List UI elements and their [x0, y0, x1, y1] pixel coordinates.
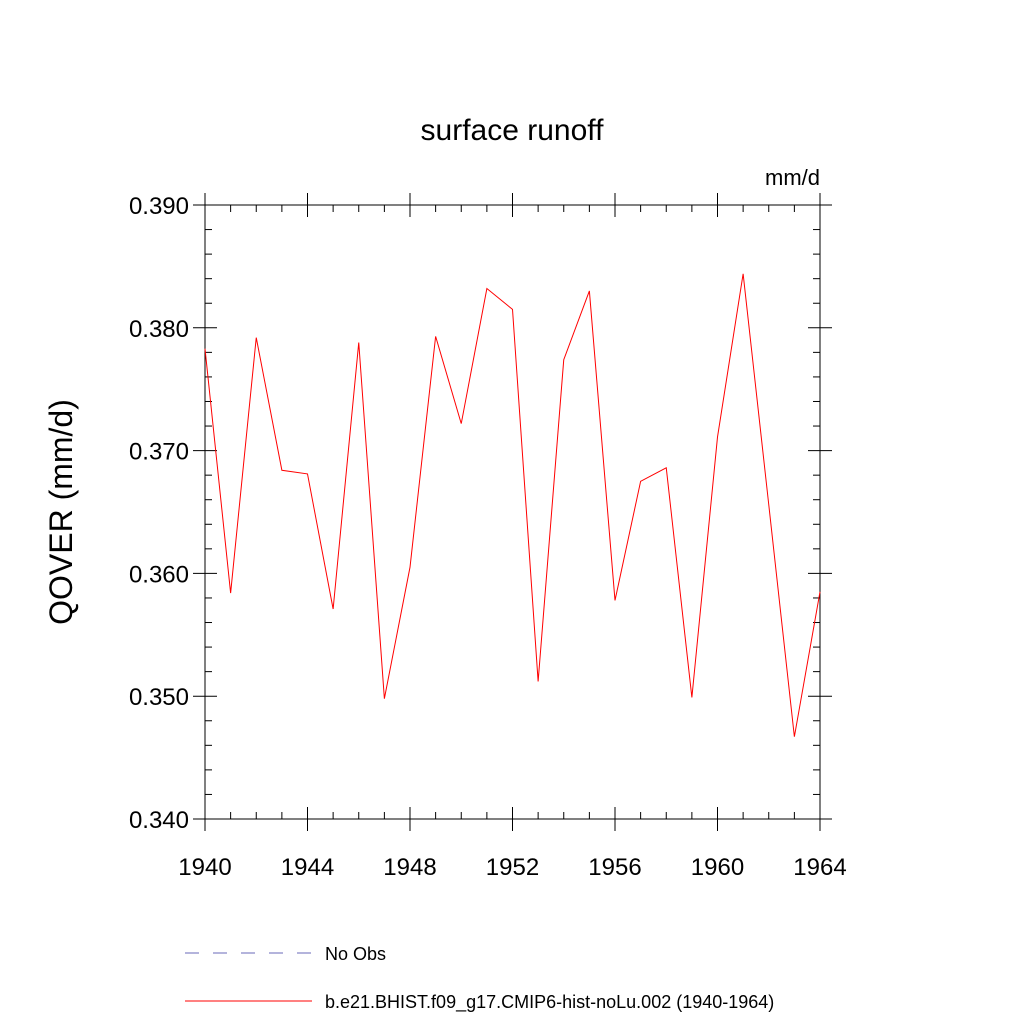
chart-title: surface runoff — [421, 114, 605, 147]
legend-label: No Obs — [325, 944, 386, 964]
x-tick-label: 1960 — [691, 854, 744, 881]
x-tick-label: 1952 — [486, 854, 539, 881]
y-tick-label: 0.390 — [129, 193, 189, 220]
y-tick-label: 0.370 — [129, 439, 189, 466]
series-line — [204, 273, 821, 737]
y-tick-label: 0.360 — [129, 561, 189, 588]
x-tick-label: 1944 — [281, 854, 334, 881]
units-label: mm/d — [765, 165, 820, 190]
x-tick-label: 1964 — [793, 854, 846, 881]
x-tick-label: 1956 — [588, 854, 641, 881]
legend-label: b.e21.BHIST.f09_g17.CMIP6-hist-noLu.002 … — [325, 992, 774, 1013]
x-tick-label: 1948 — [383, 854, 436, 881]
x-tick-label: 1940 — [178, 854, 231, 881]
y-axis-label: QOVER (mm/d) — [43, 399, 79, 625]
plot-frame — [204, 204, 821, 820]
y-tick-label: 0.340 — [129, 807, 189, 834]
y-tick-label: 0.350 — [129, 684, 189, 711]
y-tick-label: 0.380 — [129, 316, 189, 343]
